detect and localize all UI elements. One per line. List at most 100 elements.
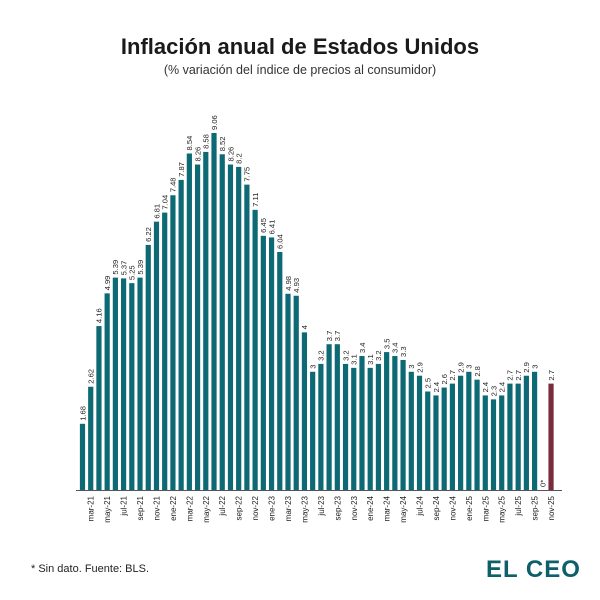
bar-dic-23 [359,356,365,490]
bar-may-23 [301,332,308,490]
value-label-feb-24: 3.2 [374,350,383,361]
bar-jul-21 [121,278,127,490]
value-label-feb-25: 2.8 [473,366,482,377]
bar-oct-22 [244,184,250,490]
value-label-jul-23: 3.2 [317,350,326,361]
x-tick-nov-25: nov-25 [547,495,556,520]
value-label-sep-25: 3 [530,365,539,369]
bar-feb-22 [178,179,184,490]
bar-sep-23 [334,344,340,490]
value-label-oct-21: 6.22 [144,227,153,242]
value-label-dic-21: 7.04 [161,195,170,210]
bar-oct-21 [145,244,151,490]
bar-ene-22 [170,195,176,490]
bar-jun-24 [408,371,414,490]
bar-jun-21 [112,277,118,490]
x-tick-may-21: may-21 [103,495,112,522]
value-label-mar-24: 3.5 [382,339,391,350]
value-label-jul-21: 5.37 [119,261,128,276]
bar-jul-25 [515,383,521,490]
x-tick-may-25: may-25 [498,495,507,522]
bar-mar-25 [482,395,488,490]
bar-ago-21 [129,283,135,490]
value-label-jul-24: 2.9 [415,362,424,373]
value-label-sep-24: 2.4 [432,382,441,393]
x-tick-ene-24: ene-24 [366,495,375,520]
x-tick-mar-23: mar-23 [284,495,293,521]
bar-feb-24 [375,363,382,490]
value-label-dic-24: 2.9 [456,362,465,373]
bar-sep-22 [236,166,242,490]
bar-jul-24 [416,375,423,490]
x-tick-sep-25: sep-25 [531,495,540,520]
value-label-ago-21: 5.25 [128,265,137,280]
value-label-oct-24: 2.6 [440,374,449,385]
bar-jul-22 [219,154,225,490]
source-footnote: * Sin dato. Fuente: BLS. [31,563,150,575]
bar-feb-21 [79,423,86,490]
x-tick-mar-22: mar-22 [185,495,194,521]
bar-may-22 [203,151,209,490]
bar-ago-24 [425,391,431,490]
x-tick-jul-25: jul-25 [514,495,523,516]
bar-nov-21 [153,221,160,490]
bar-nov-24 [449,383,455,490]
x-tick-sep-21: sep-21 [136,495,145,520]
bar-oct-24 [441,387,447,490]
bar-dic-21 [162,212,168,490]
bar-mar-24 [384,352,390,490]
value-label-ago-22: 8.26 [226,147,235,162]
bar-jun-22 [211,133,217,490]
value-label-ago-25: 2.9 [522,362,531,373]
value-label-abr-24: 3.4 [391,342,400,353]
bar-sep-25 [532,371,538,490]
bar-nov-23 [351,367,357,490]
x-tick-jul-22: jul-22 [218,495,227,516]
value-label-jun-23: 3 [308,365,317,369]
value-label-abr-21: 4.16 [95,308,104,323]
value-label-feb-21: 1.68 [78,406,87,421]
chart-subtitle: (% variación del índice de precios al co… [163,63,437,77]
x-tick-may-24: may-24 [399,495,408,522]
bar-abr-23 [293,295,299,490]
value-label-feb-22: 7.87 [177,162,186,177]
bar-ene-25 [466,371,472,490]
chart-title: Inflación anual de Estados Unidos [120,34,480,59]
x-tick-sep-23: sep-23 [333,495,342,520]
value-label-abr-22: 8.26 [193,147,202,162]
x-tick-nov-22: nov-22 [251,495,260,520]
bar-nov-25 [548,383,554,490]
bar-ago-22 [227,164,234,490]
value-label-feb-23: 6.04 [276,234,285,249]
x-tick-sep-22: sep-22 [235,495,244,520]
value-label-abr-25: 2.3 [489,386,498,397]
value-label-nov-23: 3.1 [350,354,359,365]
x-tick-may-23: may-23 [300,495,309,522]
bar-oct-23 [342,363,349,490]
bar-sep-21 [137,277,143,490]
bar-abr-22 [194,164,201,490]
brand-logo: EL CEO [486,556,581,583]
x-tick-mar-25: mar-25 [481,495,490,521]
value-label-mar-21: 2.62 [87,369,96,384]
x-tick-mar-21: mar-21 [87,495,96,521]
bar-may-24 [400,359,406,490]
bar-abr-24 [392,356,398,490]
bar-feb-23 [277,252,283,490]
value-label-ago-23: 3.7 [325,331,334,342]
bar-nov-22 [252,209,258,490]
value-label-jun-21: 5.39 [111,260,120,275]
value-label-oct-25: 0* [539,480,548,487]
value-label-nov-21: 6.81 [152,204,161,219]
bar-dic-24 [458,375,464,490]
value-label-ene-23: 6.41 [267,220,276,235]
value-label-may-24: 3.3 [399,346,408,357]
bar-feb-25 [474,379,480,490]
value-label-ene-25: 3 [465,365,474,369]
bar-ago-25 [523,375,529,490]
value-label-dic-23: 3.4 [358,342,367,353]
x-tick-jul-21: jul-21 [120,495,129,516]
x-tick-sep-24: sep-24 [432,495,441,520]
x-tick-nov-23: nov-23 [350,495,359,520]
